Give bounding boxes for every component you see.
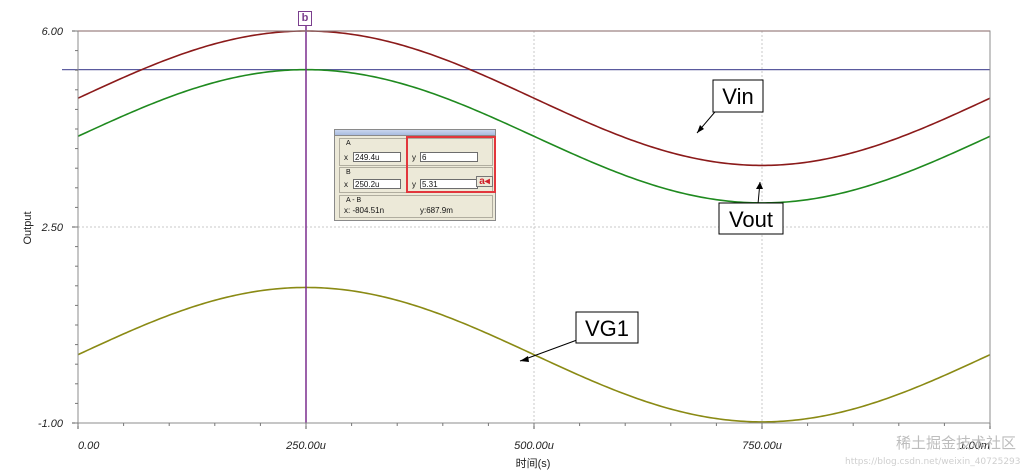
callout-vg1-label: VG1: [585, 316, 629, 341]
callout-vout-label: Vout: [729, 207, 773, 232]
cursor-diff-x-value: x: -804.51n: [344, 206, 385, 215]
x-tick-label: 0.00: [78, 440, 100, 452]
cursor-diff-y-value: y:687.9m: [420, 206, 453, 215]
reference-lines: [62, 30, 990, 71]
series-line-vout: [77, 68, 991, 204]
x-tick-label: 500.00u: [514, 440, 554, 452]
y-tick-label: -1.00: [38, 418, 64, 430]
callout-vout: Vout: [718, 181, 784, 235]
callout-vin: Vin: [696, 79, 764, 134]
watermark-url: https://blog.csdn.net/weixin_40725293: [845, 457, 1021, 467]
x-tick-label: 750.00u: [742, 440, 782, 452]
callout-vg1: VG1: [519, 311, 639, 362]
cursor-diff-group-label: A - B: [346, 197, 362, 204]
cursor-readout-panel: A x 249.4u y 6 B x 250.2u y 5.31 A - B x…: [334, 129, 496, 221]
cursor-a-group-label: A: [346, 140, 351, 147]
cursor-a-y-label: y: [412, 153, 416, 162]
panel-titlebar[interactable]: [335, 130, 495, 136]
cursor-b-x-label: x: [344, 180, 348, 189]
y-tick-label: 2.50: [41, 222, 64, 234]
cursor-swap-button[interactable]: a◂: [476, 176, 493, 187]
cursor-swap-button-label: a: [479, 176, 485, 187]
cursor-b-handle[interactable]: b: [298, 11, 312, 26]
watermark-text: 稀土掘金技术社区: [896, 434, 1016, 452]
cursor-b-y-label: y: [412, 180, 416, 189]
cursor-b-group-label: B: [346, 169, 351, 176]
highlight-box: [406, 136, 496, 193]
x-tick-label: 1.00m: [959, 440, 990, 452]
y-axis-ticks: 6.00 2.50 -1.00: [38, 26, 78, 430]
cursor-a-x-label: x: [344, 153, 348, 162]
x-axis-ticks: 0.00 250.00u 500.00u 750.00u 1.00m: [77, 423, 991, 452]
cursor-a-group: A x 249.4u y 6: [339, 138, 493, 166]
series-layer: [77, 30, 991, 423]
callout-vin-label: Vin: [722, 84, 753, 109]
cursor-a-y-field[interactable]: 6: [420, 152, 478, 162]
cursor-a-x-field[interactable]: 249.4u: [353, 152, 401, 162]
cursor-b-x-field[interactable]: 250.2u: [353, 179, 401, 189]
y-tick-label: 6.00: [42, 26, 64, 38]
cursor-diff-group: A - B x: -804.51n y:687.9m: [339, 195, 493, 218]
x-axis-title: 时间(s): [516, 457, 551, 470]
series-line-vg1: [77, 286, 991, 423]
x-tick-label: 250.00u: [285, 440, 326, 452]
series-line-vin: [77, 30, 991, 167]
grid-lines: [78, 31, 990, 423]
y-axis-title: Output: [22, 211, 34, 244]
